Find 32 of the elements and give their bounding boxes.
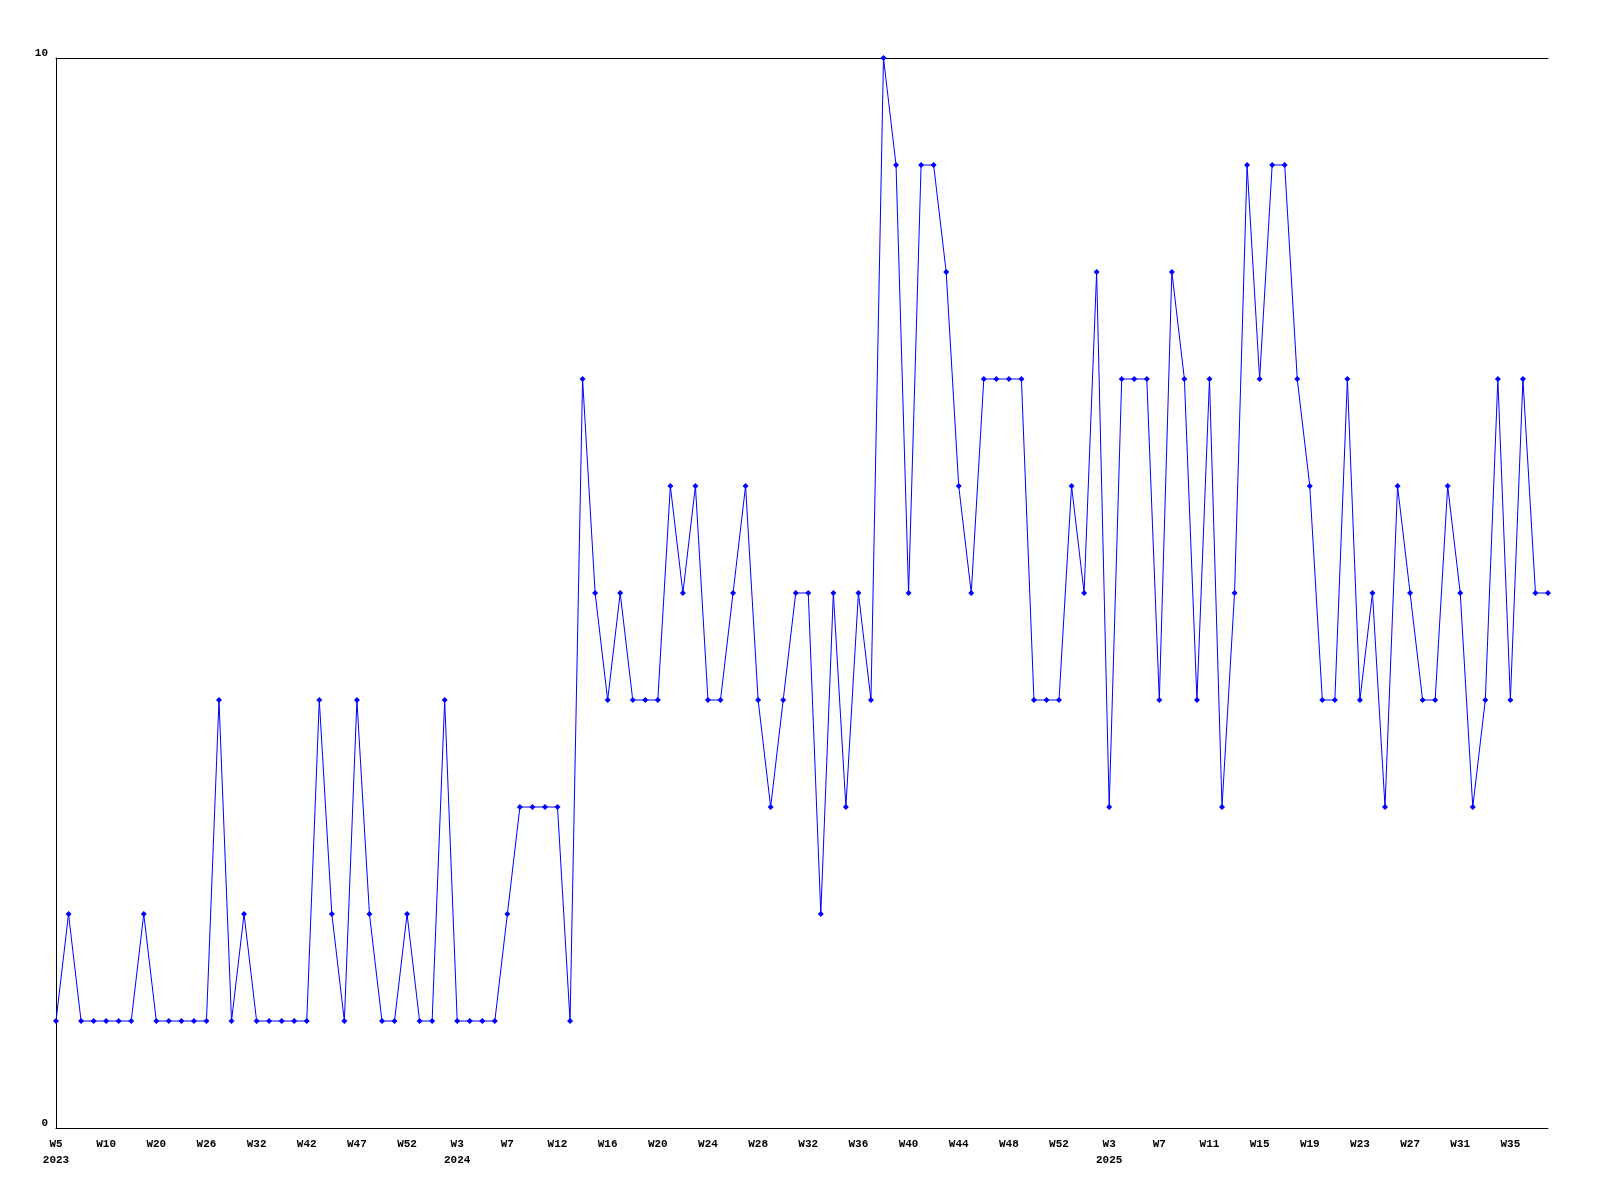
- x-tick-label: W32: [798, 1138, 819, 1150]
- x-tick-label: W3 2024: [444, 1138, 471, 1166]
- x-tick-label: W12: [547, 1138, 568, 1150]
- x-tick-label: W27: [1400, 1138, 1420, 1150]
- x-tick-label: W36: [848, 1138, 869, 1150]
- x-tick-label: W28: [748, 1138, 769, 1150]
- x-tick-label: W24: [698, 1138, 719, 1150]
- x-tick-label: W40: [898, 1138, 919, 1150]
- x-tick-label: W32: [246, 1138, 267, 1150]
- x-tick-label: W7: [1152, 1138, 1166, 1150]
- x-tick-label: W11: [1199, 1138, 1220, 1150]
- x-tick-label: W16: [597, 1138, 618, 1150]
- x-tick-label: W20: [647, 1138, 668, 1150]
- y-tick-label: 10: [34, 46, 48, 59]
- x-tick-label: W47: [347, 1138, 367, 1150]
- x-tick-label: W31: [1450, 1138, 1471, 1150]
- x-tick-label: W15: [1249, 1138, 1270, 1150]
- x-tick-label: W7: [500, 1138, 514, 1150]
- x-tick-label: W35: [1500, 1138, 1521, 1150]
- x-tick-label: W44: [948, 1138, 970, 1150]
- x-tick-label: W48: [998, 1138, 1020, 1150]
- x-tick-label: W19: [1299, 1138, 1320, 1150]
- x-tick-label: W52: [397, 1138, 417, 1150]
- x-tick-label: W10: [96, 1138, 117, 1150]
- x-tick-label: W20: [146, 1138, 167, 1150]
- x-tick-label: W5 2023: [42, 1138, 70, 1166]
- x-tick-label: W52: [1049, 1138, 1069, 1150]
- x-tick-label: W42: [296, 1138, 317, 1150]
- x-tick-label: W26: [196, 1138, 217, 1150]
- y-tick-label: 0: [41, 1116, 48, 1129]
- x-tick-label: W3 2025: [1095, 1138, 1123, 1166]
- x-tick-label: W23: [1350, 1138, 1371, 1150]
